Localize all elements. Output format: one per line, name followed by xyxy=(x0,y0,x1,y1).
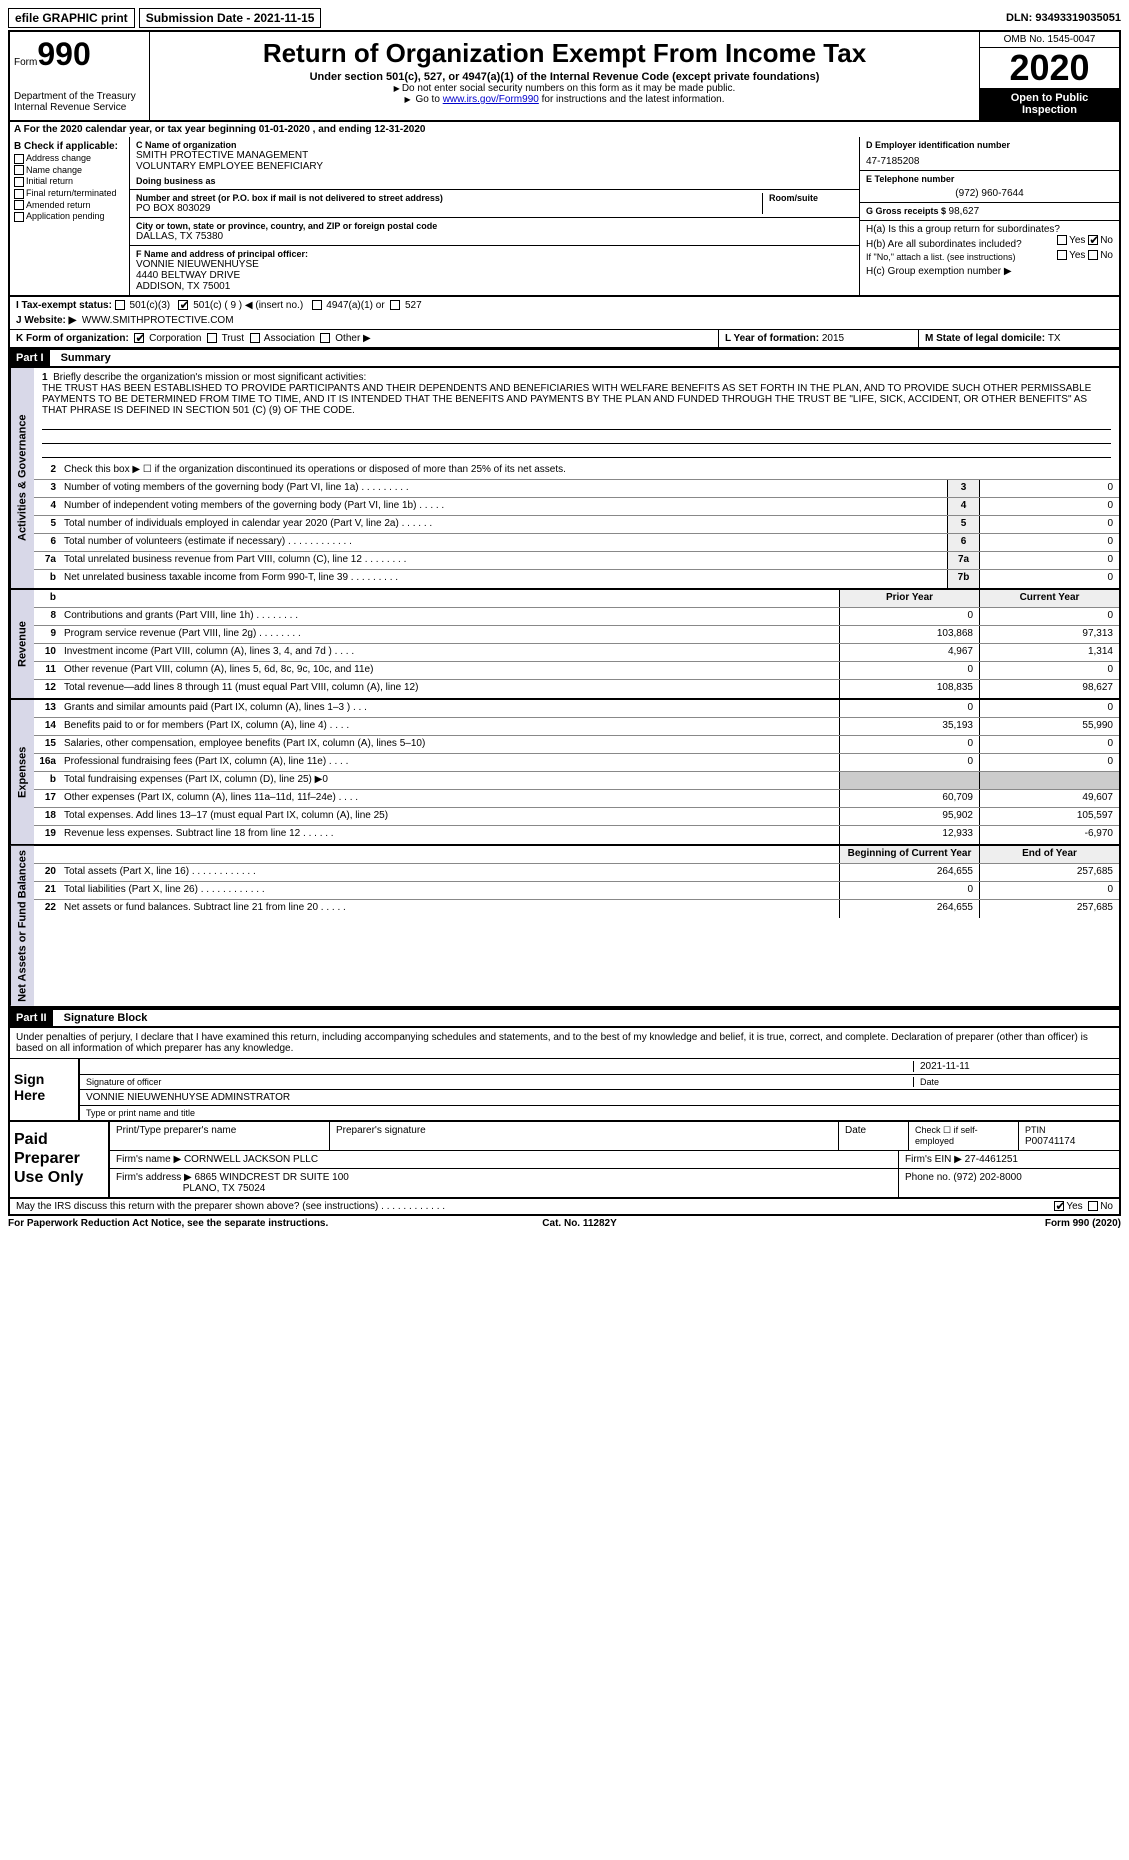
column-d: D Employer identification number 47-7185… xyxy=(859,137,1119,295)
table-row: 20Total assets (Part X, line 16) . . . .… xyxy=(34,864,1119,882)
open-inspection: Open to Public Inspection xyxy=(980,88,1119,120)
footer-right: Form 990 (2020) xyxy=(1045,1218,1121,1229)
section-a: A For the 2020 calendar year, or tax yea… xyxy=(8,122,1121,137)
checkbox-final-return[interactable]: Final return/terminated xyxy=(14,188,125,199)
form-header: Form990 Department of the Treasury Inter… xyxy=(8,30,1121,122)
sig-date: 2021-11-11 xyxy=(913,1061,1113,1072)
org-name-cell: C Name of organization SMITH PROTECTIVE … xyxy=(130,137,859,190)
ein-cell: D Employer identification number 47-7185… xyxy=(860,137,1119,171)
dept-label: Department of the Treasury xyxy=(14,91,145,102)
table-row: 3Number of voting members of the governi… xyxy=(34,480,1119,498)
column-c: C Name of organization SMITH PROTECTIVE … xyxy=(130,137,859,295)
efile-box: efile GRAPHIC print xyxy=(8,8,135,28)
h-cell: H(a) Is this a group return for subordin… xyxy=(860,221,1119,295)
table-row: 10Investment income (Part VIII, column (… xyxy=(34,644,1119,662)
checkbox-name-change[interactable]: Name change xyxy=(14,165,125,176)
table-row: 19Revenue less expenses. Subtract line 1… xyxy=(34,826,1119,844)
table-row: 15Salaries, other compensation, employee… xyxy=(34,736,1119,754)
sign-here-label: Sign Here xyxy=(10,1059,80,1120)
ha-row: H(a) Is this a group return for subordin… xyxy=(866,224,1113,235)
table-row: 6Total number of volunteers (estimate if… xyxy=(34,534,1119,552)
checkbox-application[interactable]: Application pending xyxy=(14,211,125,222)
netassets-section: Net Assets or Fund Balances Beginning of… xyxy=(8,846,1121,1008)
mission-block: 1 Briefly describe the organization's mi… xyxy=(34,368,1119,462)
irs-label: Internal Revenue Service xyxy=(14,102,145,113)
preparer-block: Paid Preparer Use Only Print/Type prepar… xyxy=(8,1122,1121,1199)
checkbox-initial-return[interactable]: Initial return xyxy=(14,176,125,187)
submission-date-box: Submission Date - 2021-11-15 xyxy=(139,8,322,28)
officer-cell: F Name and address of principal officer:… xyxy=(130,246,859,295)
col-b-header: B Check if applicable: xyxy=(14,141,125,152)
tax-year: 2020 xyxy=(980,48,1119,88)
table-row: 22Net assets or fund balances. Subtract … xyxy=(34,900,1119,918)
sig-intro: Under penalties of perjury, I declare th… xyxy=(10,1028,1119,1059)
table-row: 21Total liabilities (Part X, line 26) . … xyxy=(34,882,1119,900)
header-left: Form990 Department of the Treasury Inter… xyxy=(10,32,150,120)
vtab-governance: Activities & Governance xyxy=(10,368,34,588)
vtab-revenue: Revenue xyxy=(10,590,34,698)
row-i-j: I Tax-exempt status: 501(c)(3) 501(c) ( … xyxy=(8,297,1121,330)
omb-label: OMB No. 1545-0047 xyxy=(980,32,1119,48)
table-row: 16aProfessional fundraising fees (Part I… xyxy=(34,754,1119,772)
footer: For Paperwork Reduction Act Notice, see … xyxy=(8,1218,1121,1229)
arrow-icon xyxy=(405,94,413,105)
form-prefix: Form xyxy=(14,57,37,68)
irs-link[interactable]: www.irs.gov/Form990 xyxy=(443,94,539,105)
header-right: OMB No. 1545-0047 2020 Open to Public In… xyxy=(979,32,1119,120)
form-title: Return of Organization Exempt From Incom… xyxy=(158,38,971,69)
preparer-label: Paid Preparer Use Only xyxy=(10,1122,110,1197)
table-row: 5Total number of individuals employed in… xyxy=(34,516,1119,534)
discuss-row: May the IRS discuss this return with the… xyxy=(8,1199,1121,1216)
expenses-section: Expenses 13Grants and similar amounts pa… xyxy=(8,700,1121,846)
vtab-expenses: Expenses xyxy=(10,700,34,844)
address-cell: Number and street (or P.O. box if mail i… xyxy=(130,190,859,218)
governance-section: Activities & Governance 1 Briefly descri… xyxy=(8,368,1121,590)
footer-center: Cat. No. 11282Y xyxy=(542,1218,616,1229)
table-row: 11Other revenue (Part VIII, column (A), … xyxy=(34,662,1119,680)
table-row: 17Other expenses (Part IX, column (A), l… xyxy=(34,790,1119,808)
revenue-section: Revenue b Prior Year Current Year 8Contr… xyxy=(8,590,1121,700)
row-2: 2 Check this box ▶ ☐ if the organization… xyxy=(34,462,1119,480)
row-k: K Form of organization: Corporation Trus… xyxy=(8,330,1121,349)
dln-label: DLN: 93493319035051 xyxy=(1006,12,1121,24)
part1-header: Part I Summary xyxy=(8,349,1121,368)
gross-cell: G Gross receipts $ 98,627 xyxy=(860,203,1119,221)
ssn-note: Do not enter social security numbers on … xyxy=(158,83,971,94)
table-row: 18Total expenses. Add lines 13–17 (must … xyxy=(34,808,1119,826)
vtab-netassets: Net Assets or Fund Balances xyxy=(10,846,34,1006)
rev-header: b Prior Year Current Year xyxy=(34,590,1119,608)
prep-row3: Firm's address ▶ 6865 WINDCREST DR SUITE… xyxy=(110,1169,1119,1197)
column-b: B Check if applicable: Address change Na… xyxy=(10,137,130,295)
table-row: 9Program service revenue (Part VIII, lin… xyxy=(34,626,1119,644)
row-i: I Tax-exempt status: 501(c)(3) 501(c) ( … xyxy=(10,297,1119,329)
goto-note: Go to www.irs.gov/Form990 for instructio… xyxy=(158,94,971,105)
city-cell: City or town, state or province, country… xyxy=(130,218,859,246)
typed-name: VONNIE NIEUWENHUYSE ADMINSTRATOR xyxy=(86,1092,1113,1103)
checkbox-address-change[interactable]: Address change xyxy=(14,153,125,164)
form-subtitle: Under section 501(c), 527, or 4947(a)(1)… xyxy=(158,71,971,83)
table-row: 14Benefits paid to or for members (Part … xyxy=(34,718,1119,736)
form-number: 990 xyxy=(37,36,90,72)
footer-left: For Paperwork Reduction Act Notice, see … xyxy=(8,1218,328,1229)
table-row: 7aTotal unrelated business revenue from … xyxy=(34,552,1119,570)
table-row: 13Grants and similar amounts paid (Part … xyxy=(34,700,1119,718)
part2-header: Part II Signature Block xyxy=(8,1008,1121,1028)
main-info-block: B Check if applicable: Address change Na… xyxy=(8,137,1121,297)
checkbox-amended[interactable]: Amended return xyxy=(14,200,125,211)
signature-block: Under penalties of perjury, I declare th… xyxy=(8,1028,1121,1122)
prep-row2: Firm's name ▶ CORNWELL JACKSON PLLC Firm… xyxy=(110,1151,1119,1169)
hc-row: H(c) Group exemption number ▶ xyxy=(866,266,1113,277)
prep-row1: Print/Type preparer's name Preparer's si… xyxy=(110,1122,1119,1151)
table-row: 12Total revenue—add lines 8 through 11 (… xyxy=(34,680,1119,698)
topbar: efile GRAPHIC print Submission Date - 20… xyxy=(8,8,1121,28)
table-row: bNet unrelated business taxable income f… xyxy=(34,570,1119,588)
table-row: 8Contributions and grants (Part VIII, li… xyxy=(34,608,1119,626)
table-row: 4Number of independent voting members of… xyxy=(34,498,1119,516)
table-row: bTotal fundraising expenses (Part IX, co… xyxy=(34,772,1119,790)
tel-cell: E Telephone number (972) 960-7644 xyxy=(860,171,1119,203)
header-center: Return of Organization Exempt From Incom… xyxy=(150,32,979,120)
na-header: Beginning of Current Year End of Year xyxy=(34,846,1119,864)
